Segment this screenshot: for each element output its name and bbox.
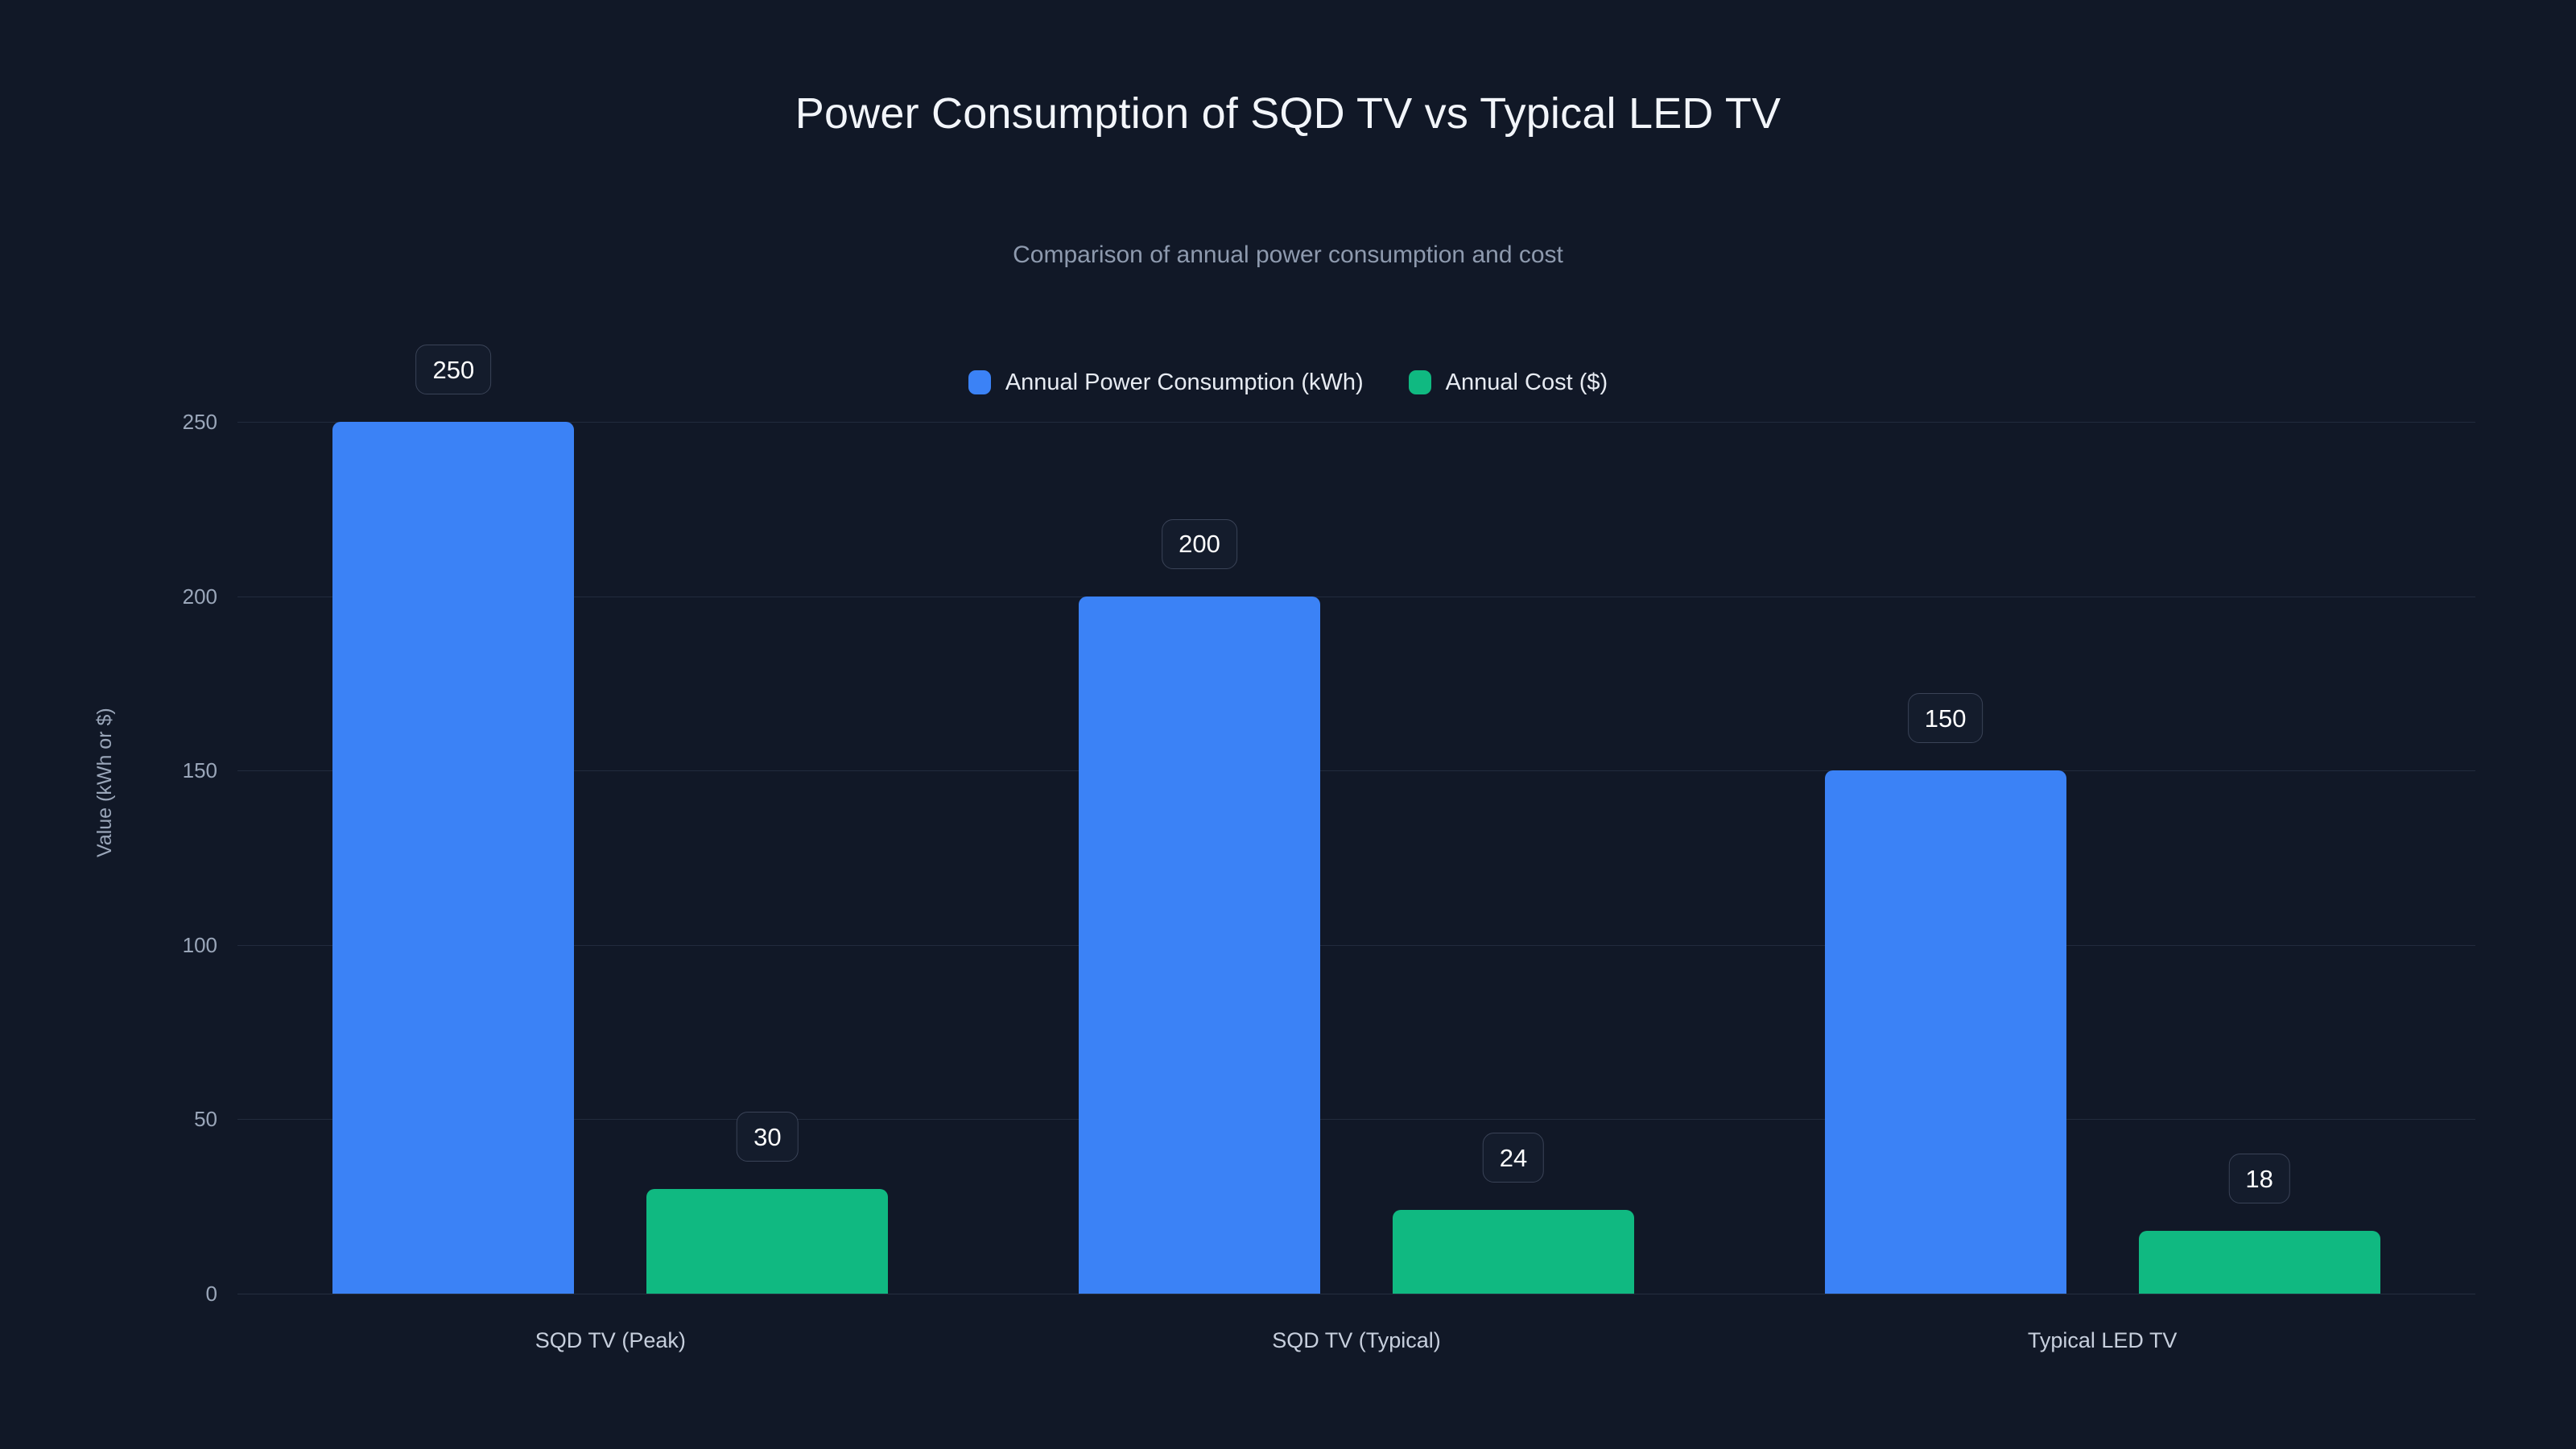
bar-0-1[interactable] — [1079, 596, 1320, 1294]
value-label: 150 — [1907, 693, 1984, 744]
y-axis-tick-label: 50 — [194, 1107, 217, 1132]
y-axis-tick-label: 100 — [182, 932, 217, 957]
gridline — [237, 422, 2475, 423]
gridline — [237, 944, 2475, 946]
x-axis-tick-label: Typical LED TV — [2027, 1328, 2178, 1352]
bar-1-2[interactable] — [2138, 1231, 2380, 1294]
y-axis-title: Value (kWh or $) — [93, 708, 116, 857]
chart-legend: Annual Power Consumption (kWh) Annual Co… — [0, 370, 2576, 394]
legend-item-annual-cost[interactable]: Annual Cost ($) — [1408, 369, 1608, 395]
gridline — [237, 1119, 2475, 1121]
value-label: 30 — [737, 1112, 799, 1162]
legend-swatch-icon-annual-cost — [1408, 370, 1431, 394]
legend-label-power-consumption: Annual Power Consumption (kWh) — [1005, 369, 1364, 395]
y-axis-tick-label: 150 — [182, 758, 217, 783]
bar-1-1[interactable] — [1393, 1210, 1634, 1294]
value-label: 250 — [415, 345, 492, 394]
plot-area — [237, 422, 2475, 1294]
legend-item-power-consumption[interactable]: Annual Power Consumption (kWh) — [968, 370, 1364, 394]
y-axis-tick-label: 200 — [182, 584, 217, 609]
chart-subtitle: Comparison of annual power consumption a… — [1013, 242, 1563, 268]
y-axis-tick-label: 0 — [205, 1282, 217, 1306]
bar-0-0[interactable] — [332, 422, 575, 1294]
y-axis-tick-label: 250 — [182, 410, 217, 434]
chart-title: Power Consumption of SQD TV vs Typical L… — [795, 89, 1781, 138]
gridline — [237, 770, 2475, 772]
value-label: 18 — [2228, 1154, 2290, 1204]
x-axis-tick-label: SQD TV (Peak) — [535, 1328, 686, 1352]
legend-swatch-icon-power-consumption — [968, 370, 991, 394]
x-axis-tick-label: SQD TV (Typical) — [1272, 1328, 1441, 1352]
legend-label-annual-cost: Annual Cost ($) — [1445, 369, 1608, 395]
value-label: 200 — [1162, 518, 1237, 569]
value-label: 24 — [1482, 1133, 1545, 1183]
bar-0-2[interactable] — [1824, 770, 2066, 1294]
bar-1-0[interactable] — [646, 1189, 889, 1294]
